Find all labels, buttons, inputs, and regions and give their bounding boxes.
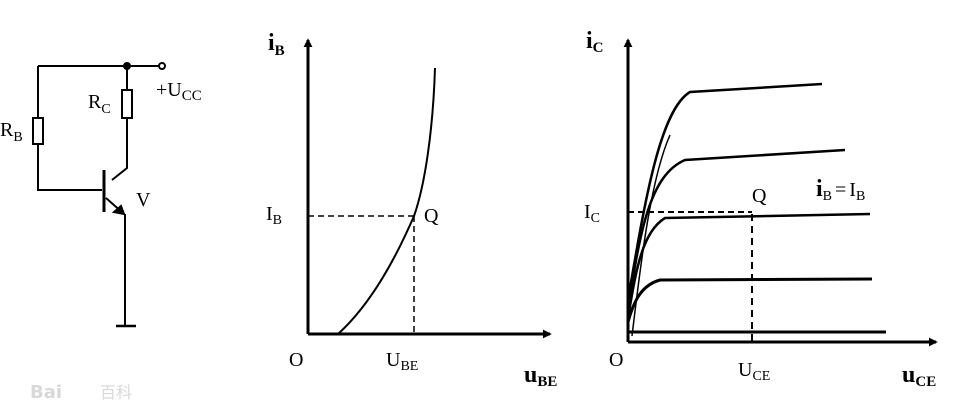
rb-label: RB bbox=[0, 119, 23, 145]
output-plot bbox=[623, 38, 938, 347]
saturation-boundary bbox=[631, 134, 671, 337]
ube-label: UBE bbox=[386, 349, 418, 374]
input-y-label: iB bbox=[268, 30, 285, 59]
ib-curve-2 bbox=[626, 277, 873, 323]
input-q-label: Q bbox=[424, 205, 439, 227]
transistor-label: V bbox=[136, 189, 151, 211]
input-x-label: uBE bbox=[524, 362, 557, 390]
output-origin: O bbox=[609, 349, 623, 371]
output-x-label: uCE bbox=[902, 362, 936, 390]
rc-resistor bbox=[121, 89, 133, 119]
output-q-label: Q bbox=[752, 185, 767, 207]
ib-label: IB bbox=[266, 203, 282, 228]
ucc-terminal bbox=[158, 62, 166, 70]
input-curve bbox=[337, 67, 436, 335]
baidu-watermark: Bai 百科 bbox=[30, 382, 132, 403]
ucc-label: +UCC bbox=[156, 79, 202, 104]
collector-wire bbox=[111, 118, 128, 181]
uce-label: UCE bbox=[738, 359, 770, 384]
emitter-arrow bbox=[111, 204, 126, 216]
ib-parameter-label: iB = IB bbox=[816, 176, 865, 204]
ib-curve-4 bbox=[626, 148, 846, 311]
watermark-logo: Bai bbox=[30, 382, 62, 403]
input-origin: O bbox=[289, 349, 303, 371]
input-plot bbox=[303, 38, 552, 339]
watermark-cn: 百科 bbox=[100, 383, 132, 402]
ib-curve-5 bbox=[626, 82, 823, 301]
circuit bbox=[32, 62, 166, 328]
junction-dot bbox=[123, 62, 131, 70]
rc-label: RC bbox=[88, 91, 111, 117]
ib-curve-3 bbox=[626, 212, 871, 319]
ic-label: IC bbox=[584, 201, 600, 226]
output-y-label: iC bbox=[586, 28, 604, 56]
rb-resistor bbox=[32, 117, 44, 145]
rb-wire-bottom bbox=[37, 144, 102, 191]
